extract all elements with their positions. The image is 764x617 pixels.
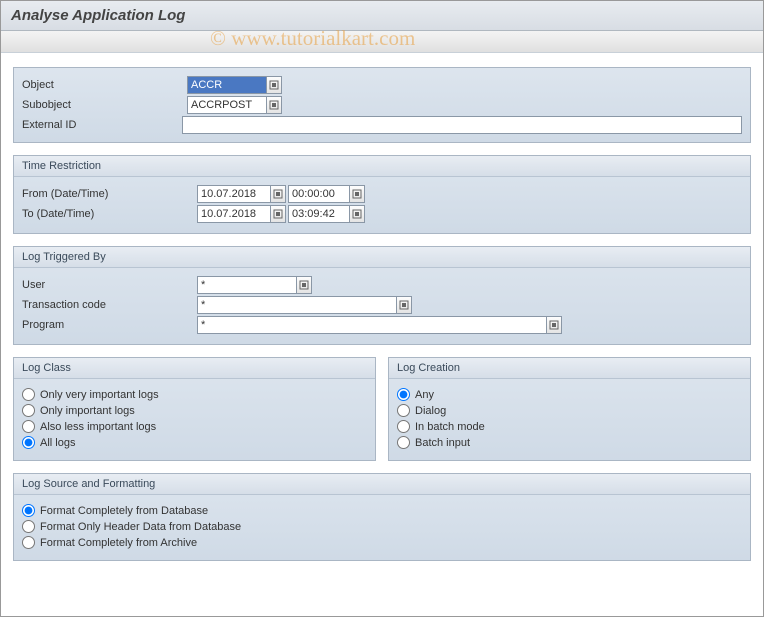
from-time-f4-icon[interactable] bbox=[349, 185, 365, 203]
tcode-f4-icon[interactable] bbox=[396, 296, 412, 314]
to-time-f4-icon[interactable] bbox=[349, 205, 365, 223]
object-input[interactable] bbox=[187, 76, 267, 94]
from-label: From (Date/Time) bbox=[22, 188, 197, 200]
external-id-input[interactable] bbox=[182, 116, 742, 134]
log-source-opt1-radio[interactable] bbox=[22, 504, 35, 517]
log-source-opt2-label: Format Only Header Data from Database bbox=[40, 521, 241, 533]
log-creation-header: Log Creation bbox=[389, 358, 750, 379]
tcode-input[interactable] bbox=[197, 296, 397, 314]
log-creation-opt4-label: Batch input bbox=[415, 437, 470, 449]
toolbar-strip bbox=[1, 31, 763, 53]
log-source-header: Log Source and Formatting bbox=[14, 474, 750, 495]
triggered-by-header: Log Triggered By bbox=[14, 247, 750, 268]
user-label: User bbox=[22, 279, 197, 291]
log-creation-opt1-label: Any bbox=[415, 389, 434, 401]
object-label: Object bbox=[22, 79, 187, 91]
content-area: Object Subobject External ID Time Restri… bbox=[1, 53, 763, 583]
log-class-opt4-label: All logs bbox=[40, 437, 75, 449]
program-f4-icon[interactable] bbox=[546, 316, 562, 334]
object-f4-icon[interactable] bbox=[266, 76, 282, 94]
log-creation-opt4-radio[interactable] bbox=[397, 436, 410, 449]
log-class-opt3-radio[interactable] bbox=[22, 420, 35, 433]
log-source-opt3-label: Format Completely from Archive bbox=[40, 537, 197, 549]
from-date-input[interactable] bbox=[197, 185, 271, 203]
log-source-group: Log Source and Formatting Format Complet… bbox=[13, 473, 751, 561]
log-class-header: Log Class bbox=[14, 358, 375, 379]
user-input[interactable] bbox=[197, 276, 297, 294]
to-label: To (Date/Time) bbox=[22, 208, 197, 220]
log-class-opt2-radio[interactable] bbox=[22, 404, 35, 417]
log-class-opt3-label: Also less important logs bbox=[40, 421, 156, 433]
log-class-group: Log Class Only very important logs Only … bbox=[13, 357, 376, 461]
from-time-input[interactable] bbox=[288, 185, 350, 203]
to-date-input[interactable] bbox=[197, 205, 271, 223]
log-class-opt2-label: Only important logs bbox=[40, 405, 135, 417]
time-restriction-group: Time Restriction From (Date/Time) To (Da… bbox=[13, 155, 751, 234]
log-creation-opt3-label: In batch mode bbox=[415, 421, 485, 433]
log-class-opt1-radio[interactable] bbox=[22, 388, 35, 401]
log-creation-opt1-radio[interactable] bbox=[397, 388, 410, 401]
log-class-opt1-label: Only very important logs bbox=[40, 389, 159, 401]
tcode-label: Transaction code bbox=[22, 299, 197, 311]
time-restriction-header: Time Restriction bbox=[14, 156, 750, 177]
identification-block: Object Subobject External ID bbox=[13, 67, 751, 143]
page-title: Analyse Application Log bbox=[1, 1, 763, 31]
log-class-opt4-radio[interactable] bbox=[22, 436, 35, 449]
program-input[interactable] bbox=[197, 316, 547, 334]
subobject-input[interactable] bbox=[187, 96, 267, 114]
log-source-opt1-label: Format Completely from Database bbox=[40, 505, 208, 517]
log-creation-group: Log Creation Any Dialog In batch mode Ba… bbox=[388, 357, 751, 461]
log-source-opt2-radio[interactable] bbox=[22, 520, 35, 533]
log-source-opt3-radio[interactable] bbox=[22, 536, 35, 549]
to-date-f4-icon[interactable] bbox=[270, 205, 286, 223]
user-f4-icon[interactable] bbox=[296, 276, 312, 294]
triggered-by-group: Log Triggered By User Transaction code P… bbox=[13, 246, 751, 345]
program-label: Program bbox=[22, 319, 197, 331]
log-creation-opt2-radio[interactable] bbox=[397, 404, 410, 417]
subobject-f4-icon[interactable] bbox=[266, 96, 282, 114]
to-time-input[interactable] bbox=[288, 205, 350, 223]
log-creation-opt2-label: Dialog bbox=[415, 405, 446, 417]
log-creation-opt3-radio[interactable] bbox=[397, 420, 410, 433]
external-id-label: External ID bbox=[22, 119, 182, 131]
from-date-f4-icon[interactable] bbox=[270, 185, 286, 203]
subobject-label: Subobject bbox=[22, 99, 187, 111]
